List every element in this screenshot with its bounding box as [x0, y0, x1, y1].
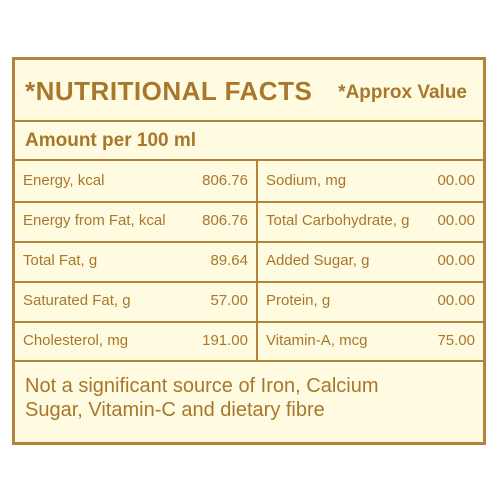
nutrient-label: Total Carbohydrate, g	[266, 212, 410, 229]
nutrient-label: Sodium, mg	[266, 172, 347, 189]
nutrient-value: 806.76	[202, 172, 248, 189]
nutrient-label: Protein, g	[266, 292, 331, 309]
nutrient-label: Energy from Fat, kcal	[23, 212, 166, 229]
table-cell: Vitamin-A, mcg 75.00	[258, 321, 483, 361]
nutrient-value: 89.64	[210, 252, 248, 269]
column-divider	[256, 161, 258, 360]
nutrient-value: 75.00	[437, 332, 475, 349]
facts-table: Energy, kcal 806.76 Sodium, mg 00.00 Ene…	[15, 161, 483, 360]
table-row: Total Fat, g 89.64 Added Sugar, g 00.00	[15, 241, 483, 281]
table-cell: Saturated Fat, g 57.00	[15, 281, 256, 321]
nutrient-value: 00.00	[437, 292, 475, 309]
table-row: Energy from Fat, kcal 806.76 Total Carbo…	[15, 201, 483, 241]
panel-title: *NUTRITIONAL FACTS	[25, 76, 313, 106]
row-divider	[15, 201, 483, 203]
approx-value-note: *Approx Value	[338, 82, 467, 103]
footer-note-line: Sugar, Vitamin-C and dietary fibre	[25, 399, 325, 421]
table-row: Saturated Fat, g 57.00 Protein, g 00.00	[15, 281, 483, 321]
footer-note-line: Not a significant source of Iron, Calciu…	[25, 375, 379, 397]
nutrient-value: 191.00	[202, 332, 248, 349]
nutrient-value: 00.00	[437, 212, 475, 229]
nutrient-label: Cholesterol, mg	[23, 332, 129, 349]
nutrient-value: 00.00	[437, 172, 475, 189]
footer-note: Not a significant source of Iron, Calciu…	[25, 374, 475, 422]
table-row: Cholesterol, mg 191.00 Vitamin-A, mcg 75…	[15, 321, 483, 361]
table-cell: Cholesterol, mg 191.00	[15, 321, 256, 361]
nutrient-value: 00.00	[437, 252, 475, 269]
table-cell: Added Sugar, g 00.00	[258, 241, 483, 281]
row-divider	[15, 281, 483, 283]
table-row: Energy, kcal 806.76 Sodium, mg 00.00	[15, 161, 483, 201]
serving-size-label: Amount per 100 ml	[25, 130, 197, 151]
nutrient-label: Energy, kcal	[23, 172, 105, 189]
row-divider	[15, 321, 483, 323]
table-cell: Sodium, mg 00.00	[258, 161, 483, 201]
nutrient-label: Saturated Fat, g	[23, 292, 131, 309]
table-cell: Protein, g 00.00	[258, 281, 483, 321]
table-cell: Energy from Fat, kcal 806.76	[15, 201, 256, 241]
divider-title	[15, 120, 483, 122]
row-divider	[15, 241, 483, 243]
nutrient-label: Total Fat, g	[23, 252, 98, 269]
nutrient-label: Vitamin-A, mcg	[266, 332, 368, 349]
nutrient-value: 806.76	[202, 212, 248, 229]
table-cell: Total Carbohydrate, g 00.00	[258, 201, 483, 241]
title-row: *NUTRITIONAL FACTS *Approx Value	[15, 60, 483, 120]
nutrient-label: Added Sugar, g	[266, 252, 370, 269]
divider-footer	[15, 360, 483, 362]
table-cell: Total Fat, g 89.64	[15, 241, 256, 281]
nutrient-value: 57.00	[210, 292, 248, 309]
divider-serving	[15, 159, 483, 161]
nutrition-facts-panel: *NUTRITIONAL FACTS *Approx Value Amount …	[12, 57, 486, 445]
table-cell: Energy, kcal 806.76	[15, 161, 256, 201]
